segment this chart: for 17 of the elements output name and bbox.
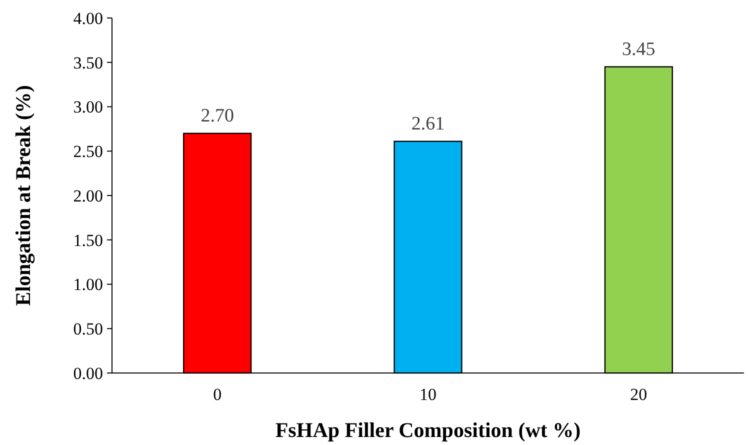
data-label: 2.61 (411, 113, 445, 134)
y-axis-title: Elongation at Break (%) (11, 85, 35, 306)
y-tick-label: 2.50 (73, 142, 103, 162)
y-tick-label: 1.00 (73, 275, 103, 294)
y-tick-label: 4.00 (73, 8, 103, 28)
y-tick-label: 2.00 (73, 186, 103, 206)
x-axis-title: FsHAp Filler Composition (wt %) (275, 418, 581, 442)
y-tick-label: 3.50 (73, 53, 103, 72)
x-tick-label: 0 (213, 385, 222, 404)
data-label: 3.45 (622, 38, 656, 60)
y-tick-label: 1.50 (73, 230, 103, 250)
x-tick-label: 20 (630, 385, 648, 404)
y-tick-label: 0.50 (73, 320, 103, 339)
data-label: 2.70 (200, 105, 234, 126)
y-tick-label: 0.00 (73, 364, 103, 383)
y-tick-label: 3.00 (73, 98, 103, 117)
x-tick-label: 10 (420, 385, 436, 404)
